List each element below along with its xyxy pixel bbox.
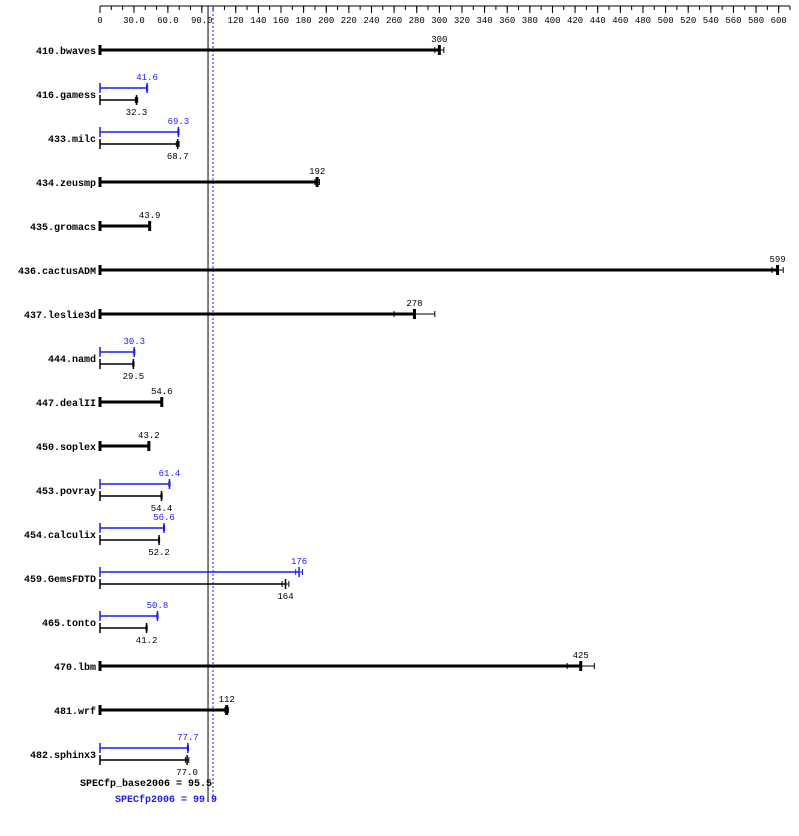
benchmark-label: 454.calculix bbox=[24, 530, 96, 542]
axis-tick-label: 30.0 bbox=[123, 16, 145, 26]
bar-value: 29.5 bbox=[123, 372, 145, 382]
axis-tick-label: 120 bbox=[228, 16, 244, 26]
bar-value: 30.3 bbox=[123, 337, 145, 347]
footer-base-label: SPECfp_base2006 = 95.5 bbox=[80, 778, 212, 790]
bar-value: 425 bbox=[573, 651, 589, 661]
bar-value: 41.6 bbox=[136, 73, 158, 83]
bar-value: 112 bbox=[219, 695, 235, 705]
benchmark-label: 433.milc bbox=[48, 134, 96, 146]
benchmark-label: 465.tonto bbox=[42, 619, 96, 630]
axis-tick-label: 360 bbox=[499, 16, 515, 26]
bar-value: 41.2 bbox=[136, 636, 158, 646]
axis-tick-label: 160 bbox=[273, 16, 289, 26]
axis-tick-label: 600 bbox=[771, 16, 787, 26]
axis-tick-label: 180 bbox=[296, 16, 312, 26]
axis-tick-label: 140 bbox=[250, 16, 266, 26]
axis-tick-label: 220 bbox=[341, 16, 357, 26]
bar-value: 54.6 bbox=[151, 387, 173, 397]
axis-tick-label: 500 bbox=[657, 16, 673, 26]
spec-benchmark-chart: 0 30.0 60.0 90.0 120 140 160 180 200 220 240 260 280… bbox=[0, 0, 799, 836]
benchmark-label: 453.povray bbox=[36, 487, 96, 498]
benchmark-label: 435.gromacs bbox=[30, 223, 96, 234]
axis-tick-label: 260 bbox=[386, 16, 402, 26]
axis-tick-label: 580 bbox=[748, 16, 764, 26]
benchmark-label: 470.lbm bbox=[54, 662, 96, 674]
axis-tick-label: 90.0 bbox=[191, 16, 213, 26]
benchmark-label: 450.soplex bbox=[36, 442, 96, 454]
axis-tick-label: 400 bbox=[544, 16, 560, 26]
axis-tick-label: 0 bbox=[97, 16, 102, 26]
bar-value: 192 bbox=[309, 167, 325, 177]
bar-value: 77.7 bbox=[177, 733, 199, 743]
footer-peak-label: SPECfp2006 = 99.9 bbox=[115, 794, 217, 806]
bar-value: 43.2 bbox=[138, 431, 160, 441]
axis-tick-label: 380 bbox=[522, 16, 538, 26]
bar-value: 56.6 bbox=[153, 513, 175, 523]
benchmark-label: 416.gamess bbox=[36, 91, 96, 102]
bar-value: 68.7 bbox=[167, 152, 189, 162]
bar-value: 164 bbox=[277, 592, 293, 602]
benchmark-label: 436.cactusADM bbox=[18, 267, 96, 278]
axis-tick-label: 520 bbox=[680, 16, 696, 26]
axis-tick-label: 480 bbox=[635, 16, 651, 26]
bar-value: 599 bbox=[769, 255, 785, 265]
benchmark-label: 482.sphinx3 bbox=[30, 750, 96, 762]
benchmark-label: 459.GemsFDTD bbox=[24, 575, 96, 586]
axis-tick-label: 440 bbox=[590, 16, 606, 26]
bar-value: 278 bbox=[406, 299, 422, 309]
bar-value: 61.4 bbox=[159, 469, 181, 479]
bar-value: 69.3 bbox=[168, 117, 190, 127]
bar-value: 52.2 bbox=[148, 548, 170, 558]
axis-tick-label: 460 bbox=[612, 16, 628, 26]
axis-tick-label: 280 bbox=[409, 16, 425, 26]
chart-svg: 0 30.0 60.0 90.0 120 140 160 180 200 220 240 260 280… bbox=[0, 0, 799, 831]
benchmark-label: 437.leslie3d bbox=[24, 310, 96, 322]
axis-tick-label: 340 bbox=[476, 16, 492, 26]
bar-value: 176 bbox=[291, 557, 307, 567]
axis-tick-label: 540 bbox=[703, 16, 719, 26]
benchmark-label: 444.namd bbox=[48, 354, 96, 366]
axis-tick-label: 200 bbox=[318, 16, 334, 26]
axis-tick-label: 320 bbox=[454, 16, 470, 26]
benchmark-label: 410.bwaves bbox=[36, 46, 96, 58]
bar-value: 77.0 bbox=[176, 768, 198, 778]
axis-tick-label: 560 bbox=[725, 16, 741, 26]
benchmark-label: 481.wrf bbox=[54, 706, 96, 718]
axis-tick-label: 240 bbox=[363, 16, 379, 26]
axis-tick-label: 60.0 bbox=[157, 16, 179, 26]
bar-value: 50.8 bbox=[147, 601, 169, 611]
bar-value: 43.9 bbox=[139, 211, 161, 221]
bar-value: 32.3 bbox=[126, 108, 148, 118]
axis-tick-label: 420 bbox=[567, 16, 583, 26]
bar-value: 300 bbox=[431, 35, 447, 45]
axis-tick-label: 300 bbox=[431, 16, 447, 26]
benchmark-label: 447.dealII bbox=[36, 398, 96, 410]
benchmark-label: 434.zeusmp bbox=[36, 179, 96, 190]
